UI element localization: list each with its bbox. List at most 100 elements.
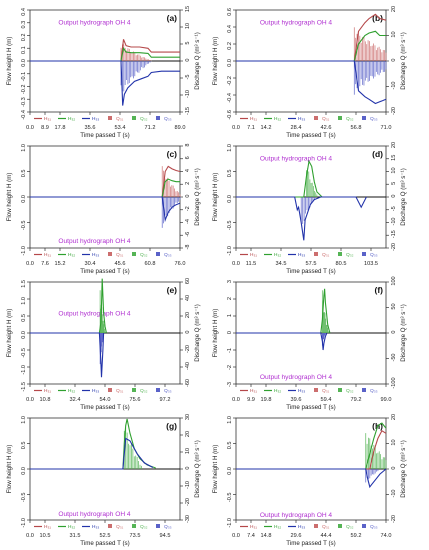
x-tick-label: 10.5: [40, 533, 51, 539]
x-tick-label: 79.2: [351, 397, 362, 403]
legend-label: Q₃₃: [370, 524, 378, 530]
right-tick-label: -10: [185, 90, 191, 98]
legend-swatch: [108, 524, 112, 528]
legend-swatch: [108, 388, 112, 392]
right-tick-label: -20: [185, 345, 191, 353]
right-tick-label: -10: [391, 489, 397, 497]
x-tick-label: 11.5: [246, 261, 256, 267]
left-tick-label: -0.5: [227, 493, 233, 503]
left-tick-label: 0.5: [21, 314, 27, 322]
legend-swatch: [338, 116, 342, 120]
legend-swatch: [132, 116, 136, 120]
left-tick-label: 1.0: [21, 297, 27, 305]
left-tick-label: 0.4: [227, 25, 233, 33]
left-axis-label: Flow height H (m): [6, 445, 13, 494]
flow-height-line: [30, 165, 181, 198]
right-tick-label: 20: [391, 414, 397, 420]
right-tick-label: 0: [391, 466, 397, 469]
x-tick-label: 14.2: [261, 125, 272, 131]
left-tick-label: -1.0: [21, 518, 27, 528]
legend-swatch: [338, 524, 342, 528]
flow-height-line: [30, 46, 180, 62]
legend-swatch: [156, 524, 160, 528]
legend-label: Q₃₃: [370, 252, 378, 258]
left-axis-label: Flow height H (m): [6, 37, 13, 86]
left-tick-label: 0.0: [227, 467, 233, 475]
left-tick-label: -0.5: [21, 348, 27, 358]
right-tick-label: 0: [185, 466, 191, 469]
left-tick-label: 0.4: [21, 8, 27, 16]
x-tick-label: 76.0: [175, 261, 186, 267]
x-axis-label: Time passed T (s): [286, 404, 335, 411]
x-tick-label: 59.4: [321, 397, 332, 403]
x-tick-label: 34.5: [276, 261, 287, 267]
right-tick-label: 10: [185, 23, 191, 29]
legend-label: H₃₃: [92, 252, 99, 258]
left-axis-label: Flow height H (m): [212, 173, 219, 222]
flow-height-line: [236, 422, 387, 470]
right-tick-label: 20: [185, 431, 191, 437]
right-tick-label: -100: [391, 377, 397, 388]
x-tick-label: 0.0: [26, 261, 34, 267]
left-tick-label: 1.0: [227, 144, 233, 152]
flow-height-line: [236, 159, 323, 198]
legend-label: Q₃₃: [370, 116, 378, 122]
x-tick-label: 45.6: [115, 261, 126, 267]
legend-label: H₃₃: [298, 388, 305, 394]
right-tick-label: 60: [185, 278, 191, 284]
legend-label: H₃₃: [92, 116, 99, 122]
legend-label: H₃₂: [274, 252, 281, 258]
x-axis-label: Time passed T (s): [286, 132, 335, 139]
left-tick-label: -0.4: [21, 110, 27, 120]
right-tick-label: 2: [185, 182, 191, 185]
right-tick-label: -15: [185, 107, 191, 115]
left-tick-label: -1.0: [227, 246, 233, 256]
left-tick-label: 0.5: [21, 170, 27, 178]
right-tick-label: 0: [185, 194, 191, 197]
chart-panel: -1.0 -0.5 0.0 0.5 1.0 -20 -15 -10 -5 0 5 10 15 20 0.0 1…: [212, 142, 407, 275]
panel-label: (e): [167, 285, 178, 295]
legend-label: H₃₂: [274, 388, 281, 394]
right-tick-label: 20: [391, 142, 397, 148]
right-axis-label: Discharge Q (m³ s⁻¹): [400, 440, 407, 498]
left-tick-label: 2: [227, 297, 233, 300]
right-tick-label: -20: [391, 243, 397, 251]
right-tick-label: -10: [391, 81, 397, 89]
legend-label: Q₃₂: [346, 252, 354, 258]
x-tick-label: 19.8: [261, 397, 272, 403]
right-tick-label: 10: [391, 167, 397, 173]
legend-swatch: [314, 116, 318, 120]
right-tick-label: 6: [185, 156, 191, 159]
x-tick-label: 99.0: [381, 397, 392, 403]
left-tick-label: 0.1: [21, 46, 27, 54]
x-tick-label: 17.8: [55, 125, 66, 131]
x-tick-label: 30.4: [85, 261, 96, 267]
x-tick-label: 7.4: [247, 533, 255, 539]
right-tick-label: -20: [391, 515, 397, 523]
panel-label: (g): [166, 421, 177, 431]
x-tick-label: 0.0: [232, 125, 240, 131]
x-tick-label: 75.6: [130, 397, 141, 403]
left-tick-label: 0.0: [21, 467, 27, 475]
right-tick-label: 0: [391, 330, 397, 333]
flow-height-line: [30, 178, 180, 198]
left-tick-label: -3: [227, 382, 233, 387]
left-tick-label: 0.0: [227, 59, 233, 67]
right-tick-label: 20: [185, 312, 191, 318]
x-tick-label: 44.4: [321, 533, 332, 539]
x-tick-label: 14.8: [261, 533, 272, 539]
right-tick-label: -60: [185, 379, 191, 387]
legend-label: Q₃₁: [322, 388, 330, 394]
right-axis-label: Discharge Q (m³ s⁻¹): [194, 168, 201, 226]
legend-swatch: [132, 388, 136, 392]
flow-height-line: [30, 39, 180, 62]
x-tick-label: 89.0: [175, 125, 186, 131]
left-axis-label: Flow height H (m): [212, 309, 219, 358]
x-axis-label: Time passed T (s): [80, 540, 129, 547]
legend-label: Q₃₃: [164, 116, 172, 122]
left-tick-label: -1.0: [227, 518, 233, 528]
panel-subtitle: Output hydrograph OH 4: [58, 511, 131, 518]
right-axis-label: Discharge Q (m³ s⁻¹): [400, 168, 407, 226]
legend-swatch: [314, 524, 318, 528]
left-axis-label: Flow height H (m): [6, 309, 13, 358]
